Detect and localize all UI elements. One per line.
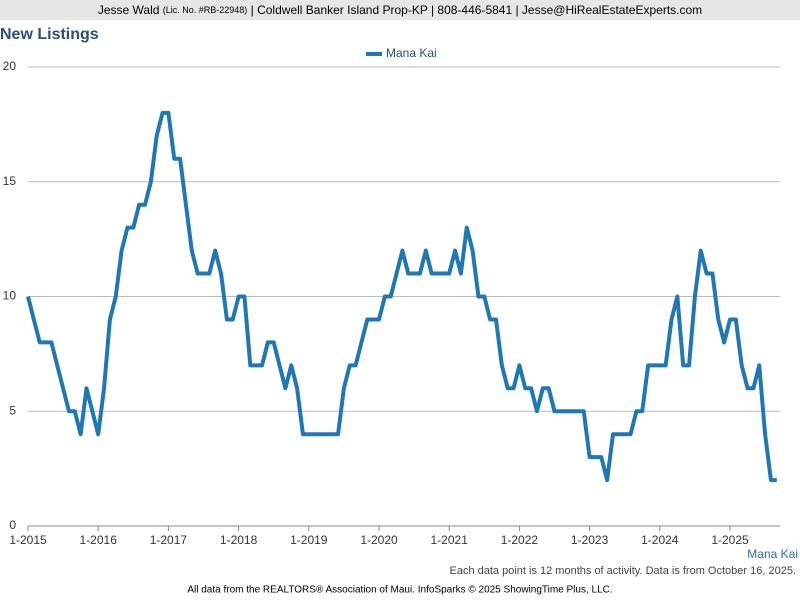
x-tick-label: 1-2024 <box>641 533 679 547</box>
data-line <box>26 110 777 483</box>
x-tick-label: 1-2016 <box>80 533 118 547</box>
x-tick-label: 1-2015 <box>9 533 47 547</box>
x-tick-label: 1-2025 <box>711 533 749 547</box>
x-tick-label: 1-2020 <box>360 533 398 547</box>
x-tick-label: 1-2019 <box>290 533 328 547</box>
header-license: (Lic. No. #RB-22948) <box>163 5 248 15</box>
end-label: Mana Kai <box>747 547 798 561</box>
y-tick-label: 0 <box>9 518 16 532</box>
y-tick-label: 5 <box>9 403 16 417</box>
x-tick-label: 1-2017 <box>150 533 188 547</box>
y-tick-label: 20 <box>3 59 17 73</box>
note: Each data point is 12 months of activity… <box>450 565 796 577</box>
x-tick-label: 1-2021 <box>431 533 469 547</box>
x-tick-label: 1-2023 <box>571 533 609 547</box>
header-name: Jesse Wald <box>98 3 160 17</box>
y-tick-label: 15 <box>3 174 17 188</box>
legend-label: Mana Kai <box>386 46 437 60</box>
footer: All data from the REALTORS® Association … <box>187 585 612 596</box>
chart-title: New Listings <box>0 26 99 43</box>
header-contact: | Coldwell Banker Island Prop-KP | 808-4… <box>251 3 703 17</box>
header-bar <box>0 0 800 20</box>
x-tick-label: 1-2018 <box>220 533 258 547</box>
y-tick-label: 10 <box>3 289 17 303</box>
x-tick-label: 1-2022 <box>501 533 539 547</box>
header: Jesse Wald (Lic. No. #RB-22948) | Coldwe… <box>98 3 702 17</box>
